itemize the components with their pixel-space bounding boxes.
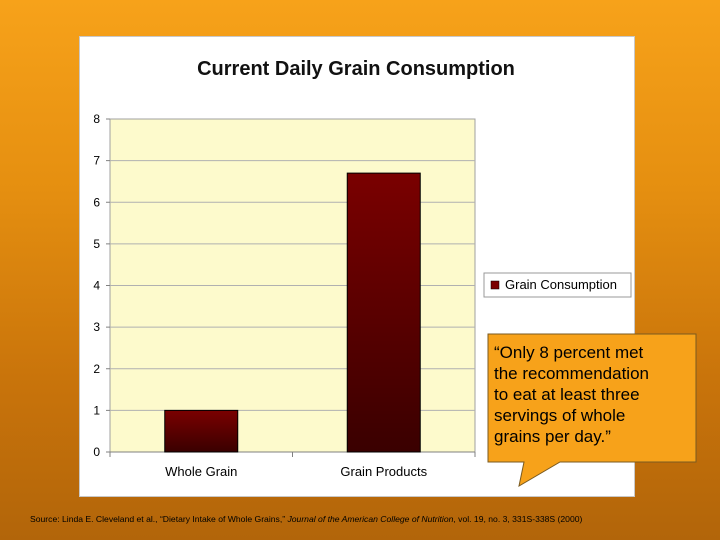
legend-swatch (490, 280, 500, 290)
callout-line: the recommendation (494, 364, 649, 383)
bar-chart: Current Daily Grain Consumption 0 1 2 3 4 5 6 7… (93, 58, 632, 479)
chart-title: Current Daily Grain Consumption (197, 58, 515, 80)
source-suffix: , vol. 19, no. 3, 331S-338S (2000) (453, 514, 583, 524)
callout-shape (487, 333, 697, 488)
callout-line: servings of whole (494, 406, 626, 425)
bars (164, 172, 421, 453)
y-tick-label: 4 (93, 279, 100, 293)
bar (346, 172, 421, 453)
x-axis-labels: Whole Grain Grain Products (165, 464, 427, 479)
callout-quote: “Only 8 percent met the recommendation t… (494, 342, 699, 447)
source-prefix: Source: Linda E. Cleveland et al., “Diet… (30, 514, 288, 524)
chart-card: Current Daily Grain Consumption 0 1 2 3 4 5 6 7… (79, 36, 635, 497)
x-category-label: Whole Grain (165, 464, 237, 479)
y-tick-label: 5 (93, 237, 100, 251)
y-tick-label: 2 (93, 362, 100, 376)
callout-line: “Only 8 percent met (494, 343, 644, 362)
y-tick-label: 1 (93, 403, 100, 417)
legend-label: Grain Consumption (505, 277, 617, 292)
callout-line: grains per day.” (494, 427, 611, 446)
x-category-label: Grain Products (340, 464, 427, 479)
y-tick-label: 3 (93, 320, 100, 334)
legend: Grain Consumption (483, 272, 632, 298)
y-tick-label: 8 (93, 112, 100, 126)
y-tick-label: 6 (93, 195, 100, 209)
bar (164, 409, 239, 453)
source-journal: Journal of the American College of Nutri… (287, 514, 454, 524)
y-tick-label: 0 (93, 445, 100, 459)
y-tick-label: 7 (93, 154, 100, 168)
callout-line: to eat at least three (494, 385, 640, 404)
source-citation: Source: Linda E. Cleveland et al., “Diet… (30, 514, 710, 524)
legend-box (483, 272, 632, 298)
